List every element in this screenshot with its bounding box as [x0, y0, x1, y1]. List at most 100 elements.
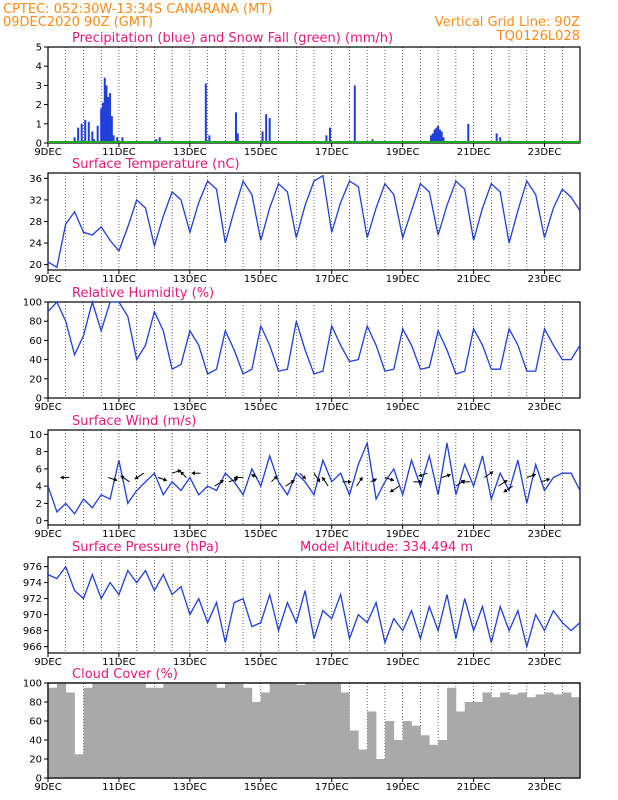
precip-bar — [109, 93, 112, 143]
cloud-bar — [65, 692, 75, 778]
rh-xtick-label: 13DEC — [173, 402, 207, 413]
wind-vector-head — [290, 480, 295, 484]
wind-vector-head — [446, 473, 451, 478]
wind-xtick-label: 17DEC — [315, 529, 349, 540]
cloud-frame-top — [47, 682, 581, 779]
wind-vector-head — [390, 477, 394, 482]
cloud-bar — [438, 740, 448, 778]
temp-ytick-label: 32 — [29, 195, 42, 206]
precip-bar — [91, 131, 94, 143]
precip-bar — [204, 83, 207, 143]
cloud-bar — [154, 687, 164, 778]
temp-xtick-label: 21DEC — [457, 274, 491, 285]
wind-ytick-label: 4 — [36, 482, 42, 493]
temp-xtick-label: 19DEC — [386, 274, 420, 285]
pressure-xtick-label: 21DEC — [457, 657, 491, 668]
pressure-ytick-label: 968 — [23, 626, 42, 637]
cloud-bar — [367, 711, 377, 778]
pressure-series-line — [47, 565, 581, 650]
cloud-bar — [136, 683, 146, 778]
cloud-ytick-label: 0 — [36, 774, 42, 785]
precip-bar — [112, 135, 115, 143]
wind-vector-head — [347, 479, 352, 484]
pressure-xtick-label: 13DEC — [173, 657, 207, 668]
temp-xtick-label: 15DEC — [244, 274, 278, 285]
cloud-bar — [101, 683, 111, 778]
rh-ytick-label: 20 — [29, 374, 42, 385]
rh-series-line — [47, 299, 581, 375]
temp-title: Surface Temperature (nC) — [72, 157, 240, 172]
wind-xtick-label: 21DEC — [457, 529, 491, 540]
wind-vector-head — [113, 477, 118, 482]
pressure-title: Surface Pressure (hPa) — [72, 540, 219, 555]
wind-vector-head — [120, 475, 125, 480]
cloud-title: Cloud Cover (%) — [72, 667, 178, 682]
pressure-ytick-label: 966 — [23, 642, 42, 653]
precip-ytick-label: 3 — [36, 81, 42, 92]
precip-bar — [499, 137, 502, 143]
wind-vector-head — [418, 479, 423, 484]
cloud-bar — [207, 683, 217, 778]
wind-vector-head — [461, 479, 465, 484]
cloud-ytick-label: 100 — [23, 679, 42, 690]
precip-bar — [261, 131, 264, 143]
pressure-frame — [47, 556, 581, 654]
cloud-bar — [216, 687, 226, 778]
cloud-ytick-label: 40 — [29, 736, 42, 747]
precip-bar — [430, 135, 433, 143]
cloud-bar — [358, 749, 368, 778]
wind-xtick-label: 19DEC — [386, 529, 420, 540]
cloud-bar — [260, 692, 270, 778]
wind-vector-head — [316, 478, 320, 483]
precip-title: Precipitation (blue) and Snow Fall (gree… — [72, 31, 393, 46]
precip-bar — [236, 133, 239, 143]
precip-bar — [84, 119, 87, 143]
wind-vector-head — [418, 473, 423, 478]
wind-vector-head — [273, 475, 278, 480]
precip-bar — [121, 137, 124, 143]
header-location: CPTEC: 052:30W-13:34S CANARANA (MT) — [3, 2, 272, 17]
cloud-bar — [163, 683, 173, 778]
cloud-bar — [296, 684, 306, 778]
wind-vector-head — [60, 475, 64, 480]
rh-xtick-label: 19DEC — [386, 402, 420, 413]
cloud-bar — [455, 711, 466, 778]
wind-xtick-label: 23DEC — [528, 529, 562, 540]
precip-bar — [325, 135, 328, 143]
cloud-bar — [402, 721, 412, 778]
temp-series-line — [47, 174, 581, 269]
cloud-bar — [56, 683, 67, 778]
rh-xtick-label: 21DEC — [457, 402, 491, 413]
precip-ytick-label: 5 — [36, 43, 42, 54]
wind-ytick-label: 6 — [36, 464, 42, 475]
temp-xtick-label: 17DEC — [315, 274, 349, 285]
pressure-xtick-label: 11DEC — [102, 657, 136, 668]
cloud-bar — [420, 735, 430, 778]
precip-ytick-label: 2 — [36, 100, 42, 111]
temp-xtick-label: 23DEC — [528, 274, 562, 285]
precip-xtick-label: 19DEC — [386, 147, 420, 158]
cloud-bar — [429, 744, 439, 778]
temp-xtick-label: 9DEC — [34, 274, 61, 285]
cloud-bar — [287, 683, 297, 778]
pressure-xtick-label: 23DEC — [528, 657, 562, 668]
cloud-xtick-label: 23DEC — [528, 782, 562, 793]
cloud-xtick-label: 19DEC — [386, 782, 420, 793]
wind-vector-head — [163, 477, 167, 482]
header-grid-note: Vertical Grid Line: 90Z — [435, 15, 580, 30]
precip-bar — [73, 137, 76, 143]
rh-frame — [47, 301, 581, 399]
cloud-bar — [384, 721, 395, 778]
cloud-bar — [491, 697, 501, 778]
cloud-bar — [447, 687, 457, 778]
rh-ytick-label: 100 — [23, 298, 42, 309]
cloud-bar — [544, 692, 554, 778]
precip-xtick-label: 9DEC — [34, 147, 61, 158]
cloud-bar — [517, 692, 528, 778]
precip-bar — [100, 108, 103, 143]
precip-bar — [107, 96, 110, 143]
cloud-bar — [340, 692, 350, 778]
cloud-xtick-label: 15DEC — [244, 782, 278, 793]
wind-vector-head — [234, 475, 238, 480]
pressure-ytick-label: 972 — [23, 594, 42, 605]
